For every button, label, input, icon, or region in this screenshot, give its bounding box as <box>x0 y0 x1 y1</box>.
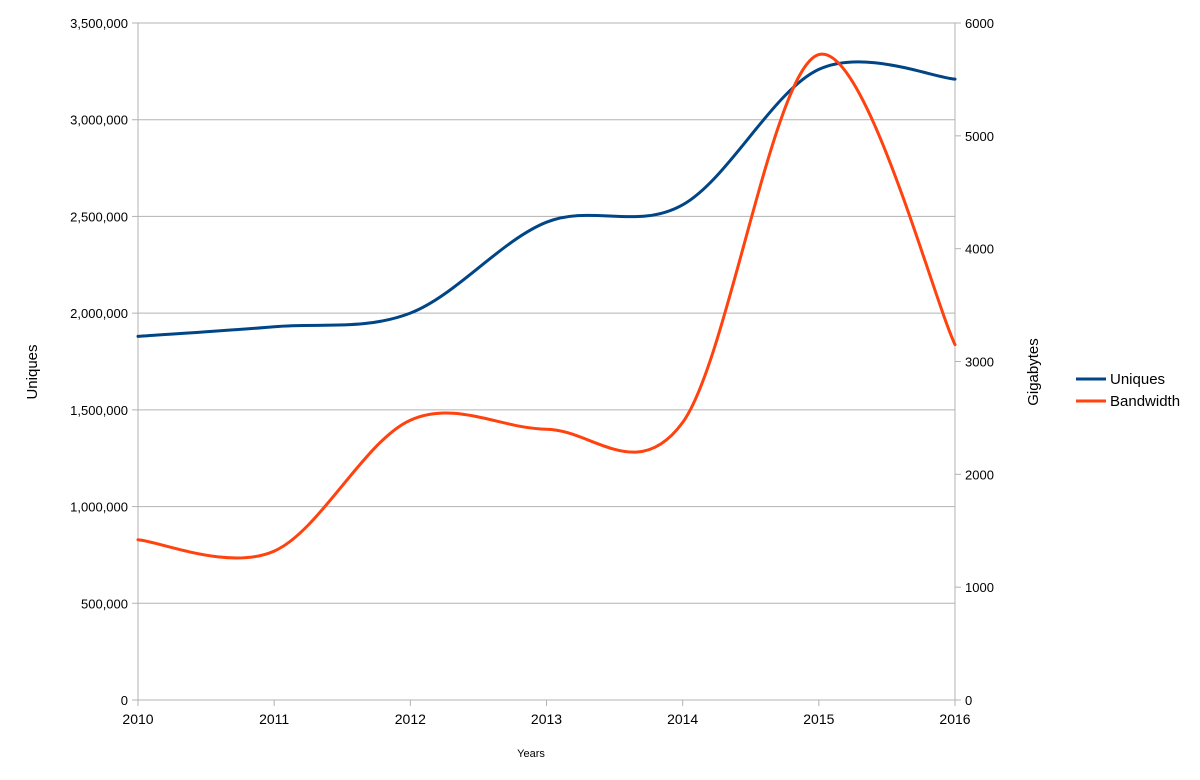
y2-tick-label: 1000 <box>965 580 994 595</box>
y2-tick-label: 0 <box>965 693 972 708</box>
y-tick-label: 3,000,000 <box>70 113 128 128</box>
y2-tick-label: 6000 <box>965 16 994 31</box>
y-tick-labels: 0 500,000 1,000,000 1,500,000 2,000,000 2,500… <box>70 16 128 708</box>
x-tick-labels: 2010 2011 2012 2013 2014 2015 2016 <box>122 711 970 727</box>
x-axis-title: Years <box>517 748 545 760</box>
y2-tick-label: 3000 <box>965 355 994 370</box>
x-tick-label: 2015 <box>803 711 834 727</box>
y2-axis-title: Gigabytes <box>1025 338 1042 406</box>
x-tick-label: 2013 <box>531 711 562 727</box>
y-tick-label: 0 <box>121 693 128 708</box>
axes <box>132 22 961 706</box>
y-tick-label: 500,000 <box>81 596 128 611</box>
series-line-uniques <box>136 60 957 338</box>
y-tick-label: 1,500,000 <box>70 403 128 418</box>
y-tick-label: 2,500,000 <box>70 209 128 224</box>
x-tick-label: 2010 <box>122 711 153 727</box>
y2-tick-label: 5000 <box>965 129 994 144</box>
x-tick-label: 2012 <box>395 711 426 727</box>
y2-tick-label: 4000 <box>965 242 994 257</box>
y2-tick-labels: 0 1000 2000 3000 4000 5000 6000 <box>965 16 994 708</box>
legend: Uniques Bandwidth <box>1076 371 1180 410</box>
y-tick-label: 1,000,000 <box>70 500 128 515</box>
gridlines <box>138 22 955 604</box>
legend-label-uniques: Uniques <box>1110 371 1165 388</box>
x-tick-label: 2016 <box>939 711 970 727</box>
y-tick-label: 2,000,000 <box>70 306 128 321</box>
series-line-bandwidth <box>136 53 957 560</box>
series-lines <box>136 53 957 560</box>
x-tick-label: 2011 <box>259 711 289 727</box>
y-tick-label: 3,500,000 <box>70 16 128 31</box>
y2-tick-label: 2000 <box>965 467 994 482</box>
legend-label-bandwidth: Bandwidth <box>1110 393 1180 410</box>
y-axis-title: Uniques <box>24 344 41 399</box>
x-tick-label: 2014 <box>667 711 698 727</box>
